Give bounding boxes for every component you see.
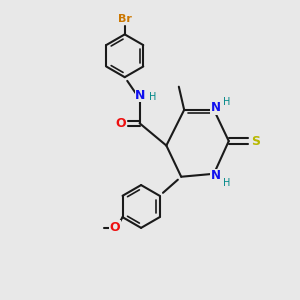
Text: N: N [211, 101, 221, 114]
Text: O: O [115, 117, 126, 130]
Text: N: N [135, 89, 146, 102]
Text: H: H [223, 97, 230, 106]
Text: H: H [149, 92, 157, 102]
Text: Br: Br [118, 14, 132, 24]
Text: S: S [252, 135, 261, 148]
Text: H: H [223, 178, 230, 188]
Text: O: O [110, 221, 120, 234]
Text: N: N [211, 169, 221, 182]
